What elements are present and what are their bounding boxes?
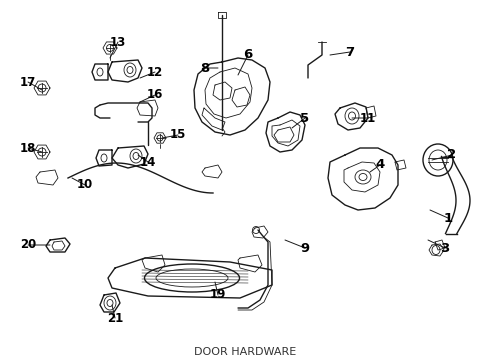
Text: 10: 10 [77,179,93,192]
Text: 8: 8 [200,62,210,75]
Text: 3: 3 [441,242,450,255]
Text: 4: 4 [375,158,385,171]
Text: DOOR HARDWARE: DOOR HARDWARE [194,347,296,357]
Text: 2: 2 [447,148,457,162]
Text: 12: 12 [147,66,163,78]
Text: 9: 9 [300,242,310,255]
Text: 20: 20 [20,238,36,252]
Text: 1: 1 [443,211,453,225]
Text: 19: 19 [210,288,226,302]
Text: 18: 18 [20,141,36,154]
Text: 14: 14 [140,156,156,168]
Text: 5: 5 [300,112,310,125]
Text: 21: 21 [107,311,123,324]
Text: 11: 11 [360,112,376,125]
Text: 15: 15 [170,129,186,141]
Text: 6: 6 [244,49,253,62]
Text: 7: 7 [345,45,355,58]
Text: 16: 16 [147,89,163,102]
Text: 17: 17 [20,76,36,89]
Text: 13: 13 [110,36,126,49]
